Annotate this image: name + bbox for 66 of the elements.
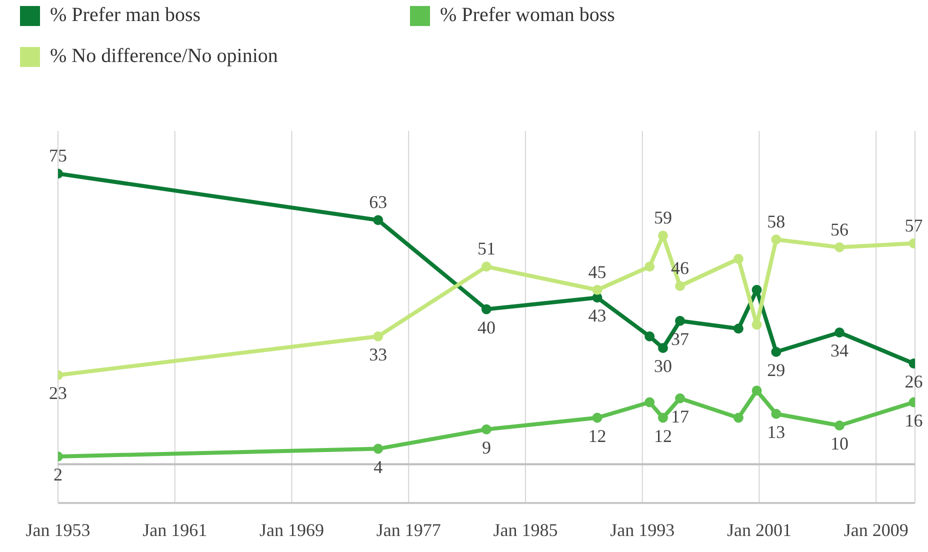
data-label: 4 xyxy=(374,456,383,477)
data-label: 12 xyxy=(654,426,672,446)
x-tick-label: Jan 1985 xyxy=(493,520,558,540)
point xyxy=(644,262,655,272)
data-label: 30 xyxy=(654,356,672,376)
point xyxy=(771,234,782,244)
point xyxy=(771,346,782,357)
legend-label: % Prefer woman boss xyxy=(440,4,615,27)
point xyxy=(644,331,655,342)
x-tick-label: Jan 2009 xyxy=(844,520,908,540)
point xyxy=(834,328,844,338)
point xyxy=(834,420,844,430)
point xyxy=(481,424,492,434)
point xyxy=(733,254,744,264)
point xyxy=(834,242,844,252)
data-label: 56 xyxy=(830,219,848,240)
data-label: 29 xyxy=(767,360,786,380)
data-label: 34 xyxy=(830,340,848,360)
data-label: 9 xyxy=(482,437,491,458)
point xyxy=(481,262,492,272)
point xyxy=(675,281,686,291)
point xyxy=(481,304,492,314)
point xyxy=(592,284,602,295)
point xyxy=(658,412,668,423)
point xyxy=(592,412,602,423)
data-label: 26 xyxy=(904,372,923,392)
point xyxy=(658,230,668,241)
point xyxy=(675,316,686,326)
data-label: 75 xyxy=(49,146,67,166)
point xyxy=(771,408,782,419)
data-label: 57 xyxy=(904,215,923,236)
data-label: 63 xyxy=(369,192,388,212)
point xyxy=(373,444,384,454)
x-tick-label: Jan 2001 xyxy=(726,520,792,540)
data-label: 51 xyxy=(477,238,496,259)
data-label: 10 xyxy=(830,434,848,454)
data-label: 43 xyxy=(588,306,606,326)
point xyxy=(752,284,762,295)
x-tick-label: Jan 1993 xyxy=(610,520,675,540)
data-label: 16 xyxy=(904,410,923,430)
point xyxy=(752,320,762,330)
point xyxy=(733,412,744,423)
x-tick-label: Jan 1953 xyxy=(26,520,90,540)
data-label: 23 xyxy=(49,383,67,404)
point xyxy=(644,397,655,408)
legend-label: % Prefer man boss xyxy=(50,4,201,27)
legend-label: % No difference/No opinion xyxy=(50,45,278,68)
point xyxy=(752,386,762,396)
point xyxy=(373,331,384,342)
data-label: 12 xyxy=(588,426,606,446)
point xyxy=(373,215,384,226)
data-label: 58 xyxy=(767,212,786,232)
point xyxy=(733,324,744,334)
data-label: 33 xyxy=(369,344,388,364)
data-label: 17 xyxy=(671,406,690,426)
x-tick-label: Jan 1969 xyxy=(259,520,324,540)
data-label: 37 xyxy=(671,328,690,349)
x-tick-label: Jan 1961 xyxy=(142,520,208,540)
data-label: 13 xyxy=(767,422,786,442)
data-label: 59 xyxy=(654,208,672,228)
data-label: 45 xyxy=(588,262,606,282)
data-label: 40 xyxy=(477,317,496,338)
point xyxy=(658,343,668,353)
point xyxy=(675,393,686,404)
data-label: 2 xyxy=(54,464,62,484)
x-tick-label: Jan 1977 xyxy=(376,520,441,540)
